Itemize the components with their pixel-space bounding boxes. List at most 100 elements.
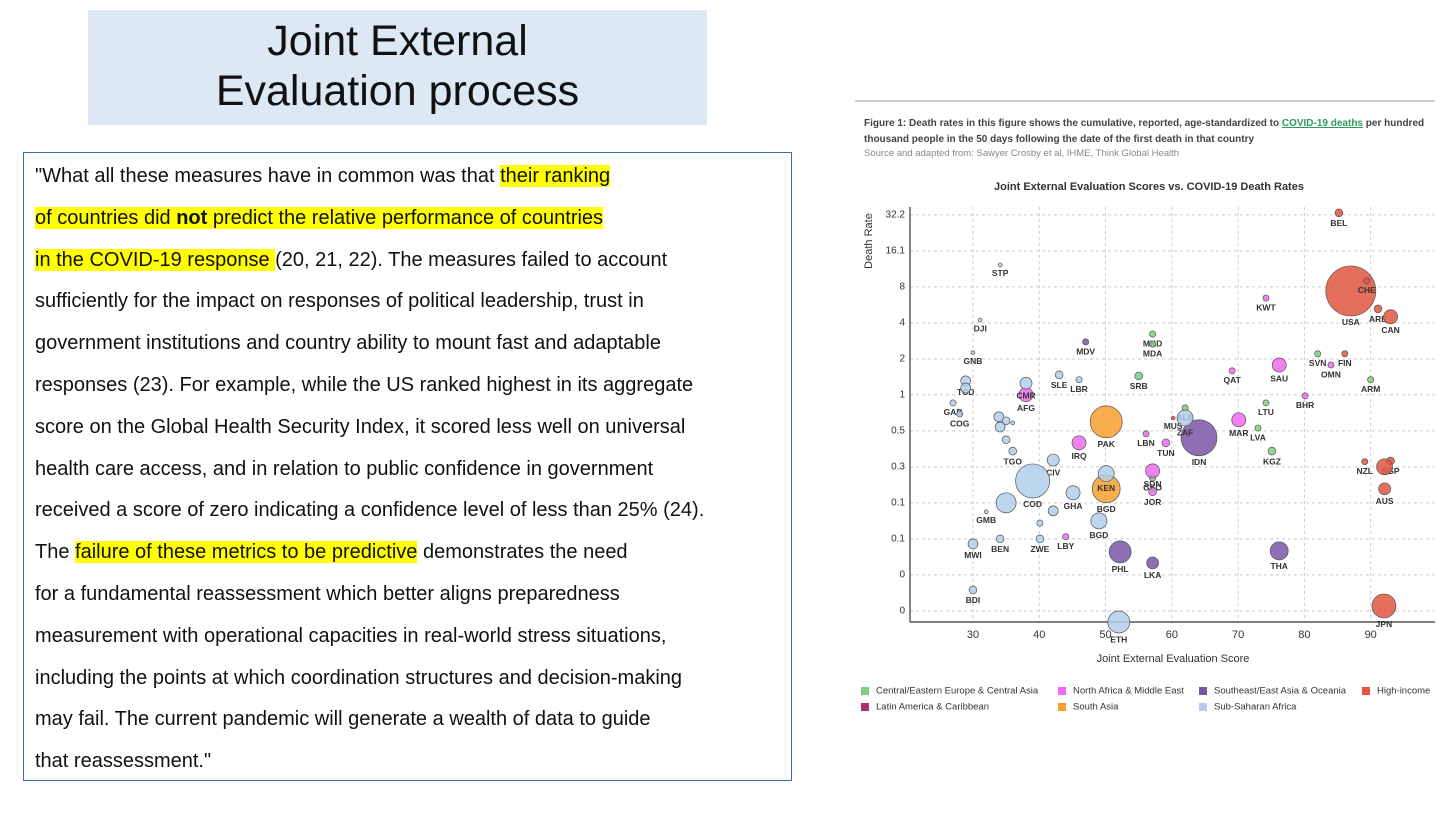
bubble xyxy=(995,492,1017,514)
point-label: ARM xyxy=(1361,384,1380,394)
legend-swatch xyxy=(1199,687,1207,695)
point-label: BEN xyxy=(991,544,1009,554)
point-label: BGD xyxy=(1097,504,1116,514)
point-label: MDA xyxy=(1143,348,1162,358)
caption-text: Figure 1: Death rates in this figure sho… xyxy=(864,118,1282,129)
legend-label: North Africa & Middle East xyxy=(1073,686,1184,697)
highlight: failure of these metrics to be predictiv… xyxy=(75,541,418,564)
point-label: CAN xyxy=(1381,325,1399,335)
legend-label: Sub-Saharan Africa xyxy=(1214,702,1297,713)
point-label: SAU xyxy=(1270,373,1288,383)
bubble xyxy=(1180,419,1218,457)
legend-label: Latin America & Caribbean xyxy=(876,702,989,713)
x-tick-label: 90 xyxy=(1365,629,1377,641)
bubble xyxy=(1065,485,1081,501)
x-tick-label: 80 xyxy=(1298,629,1310,641)
quote-line: health care access, and in relation to p… xyxy=(35,457,654,480)
point-label: MWI xyxy=(964,550,981,560)
highlight: their ranking xyxy=(500,165,611,187)
bubble xyxy=(977,317,983,323)
quote-line: sufficiently for the impact on responses… xyxy=(35,290,644,313)
bubble xyxy=(967,538,979,550)
y-tick-label: 0 xyxy=(899,606,905,617)
point-label: AFG xyxy=(1017,403,1035,413)
bubble xyxy=(1327,361,1335,369)
bubble xyxy=(1341,350,1349,358)
point-label: PAK xyxy=(1098,439,1116,449)
quote-line: of countries did not predict the relativ… xyxy=(35,198,791,240)
highlight: predict the relative performance of coun… xyxy=(207,206,604,229)
point-label: MDV xyxy=(1076,346,1095,356)
point-label: SDN xyxy=(1144,479,1162,489)
bubble xyxy=(1015,463,1051,499)
bubble xyxy=(1149,340,1157,348)
bubble xyxy=(1047,505,1059,517)
point-label: JOR xyxy=(1144,497,1161,507)
point-label: BHR xyxy=(1296,400,1314,410)
point-label: ETH xyxy=(1110,634,1127,644)
y-tick-label: 0.1 xyxy=(891,534,905,545)
point-label: CIV xyxy=(1046,467,1061,477)
bubble xyxy=(993,411,1005,423)
bubble xyxy=(1334,208,1344,218)
x-tick-label: 70 xyxy=(1232,629,1244,641)
legend-swatch xyxy=(861,687,869,695)
y-axis-label: Death Rate xyxy=(863,213,875,269)
point-label: COD xyxy=(1023,499,1042,509)
point-label: ZWE xyxy=(1030,544,1049,554)
bubble xyxy=(1149,330,1157,338)
point-label: MAR xyxy=(1229,428,1248,438)
quote-line: received a score of zero indicating a co… xyxy=(35,499,705,522)
point-label: LBR xyxy=(1070,384,1087,394)
point-label: IRQ xyxy=(1071,451,1087,461)
highlight: in the COVID-19 response xyxy=(35,248,276,271)
point-label: JPN xyxy=(1376,619,1393,629)
bubble xyxy=(960,382,971,394)
point-label: LKA xyxy=(1144,570,1161,580)
bubble xyxy=(1176,409,1194,427)
quote-line: measurement with operational capacities … xyxy=(35,624,667,647)
point-label: SRB xyxy=(1130,381,1148,391)
bubble xyxy=(970,350,976,355)
legend-swatch xyxy=(1199,703,1207,711)
x-axis-label: Joint External Evaluation Score xyxy=(1097,653,1250,665)
legend-swatch xyxy=(1058,703,1066,711)
bubble xyxy=(956,410,964,418)
point-label: BGD xyxy=(1089,530,1108,540)
point-label: GNB xyxy=(964,356,983,366)
bubble xyxy=(1062,533,1070,541)
quote-line: that reassessment." xyxy=(35,750,212,773)
bubble xyxy=(1089,405,1123,439)
bubble xyxy=(1107,610,1131,634)
quote-line: score on the Global Health Security Inde… xyxy=(35,415,686,438)
bubble xyxy=(1142,430,1150,438)
title-box: Joint External Evaluation process xyxy=(88,10,707,125)
caption-text: per hundred thousand people in the 50 da… xyxy=(864,118,1425,145)
point-label: GMB xyxy=(976,515,996,525)
quote-line: for a fundamental reassessment which bet… xyxy=(35,582,620,605)
bubble xyxy=(1361,458,1369,466)
bubble xyxy=(1269,541,1289,561)
bubble xyxy=(1082,338,1090,346)
caption-link[interactable]: COVID-19 deaths xyxy=(1281,118,1363,129)
point-label: SVN xyxy=(1309,358,1326,368)
point-label: DJI xyxy=(974,323,987,333)
source: Source and adapted from: Sawyer Crosby e… xyxy=(864,148,1180,159)
bubble xyxy=(1373,304,1383,314)
bubble xyxy=(1019,376,1033,390)
bubble xyxy=(1090,512,1108,530)
point-label: AUS xyxy=(1376,496,1394,506)
y-tick-label: 8 xyxy=(899,282,905,293)
point-label: CMR xyxy=(1016,390,1035,400)
y-tick-label: 16.1 xyxy=(886,246,906,257)
point-label: ARE xyxy=(1369,314,1387,324)
bubble xyxy=(1097,465,1115,483)
point-label: CHE xyxy=(1358,285,1376,295)
point-label: KWT xyxy=(1256,302,1276,312)
point-label: TUN xyxy=(1157,448,1174,458)
point-label: GEO xyxy=(1143,482,1162,492)
bubble xyxy=(994,421,1006,433)
point-label: FIN xyxy=(1338,358,1352,368)
bubble xyxy=(1075,376,1083,384)
